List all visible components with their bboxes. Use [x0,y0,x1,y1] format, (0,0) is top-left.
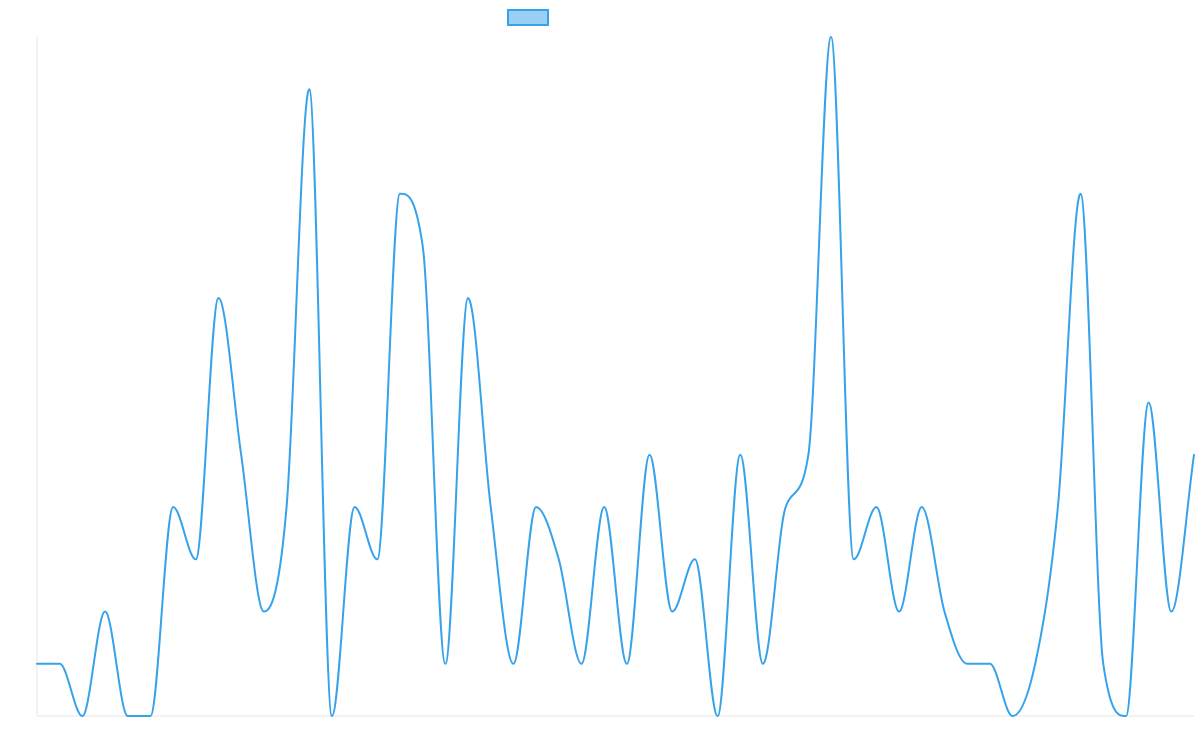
series-line [36,36,1195,717]
legend-swatch [507,9,549,26]
